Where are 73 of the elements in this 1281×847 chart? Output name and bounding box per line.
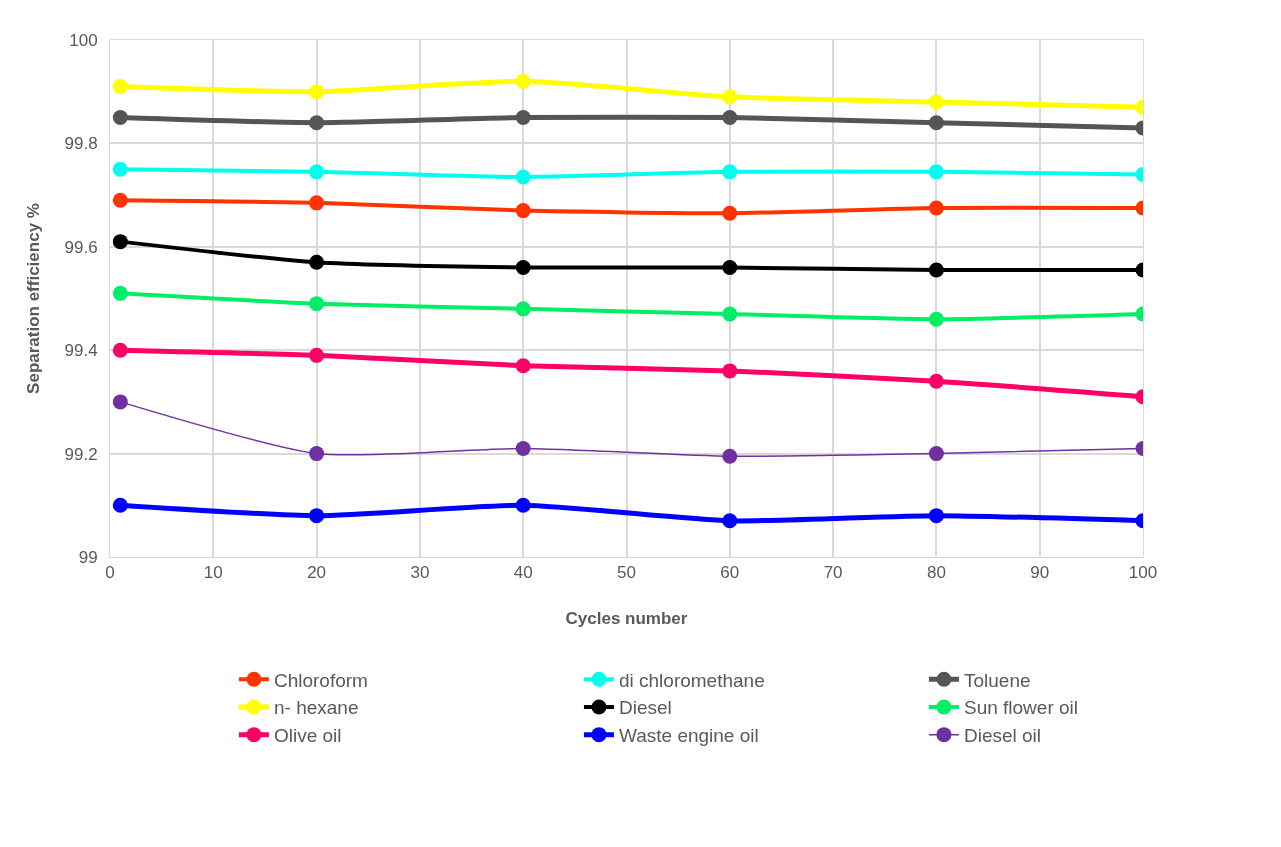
legend-label: Diesel oil: [963, 725, 1042, 747]
x-tick-label: 10: [203, 563, 223, 583]
point: [309, 347, 325, 363]
point: [722, 89, 738, 105]
x-tick-label: 50: [617, 563, 636, 583]
point: [928, 446, 944, 462]
point: [112, 79, 128, 95]
legend-label: Sun flower oil: [963, 697, 1079, 719]
point: [722, 306, 738, 322]
point: [722, 363, 738, 379]
legend-label: n- hexane: [273, 697, 359, 719]
point: [112, 234, 128, 250]
point: [112, 285, 128, 301]
x-tick-label: 0: [105, 563, 115, 583]
x-tick-label: 60: [720, 563, 740, 583]
point: [309, 254, 325, 270]
legend-label: Waste engine oil: [618, 725, 759, 747]
point: [309, 296, 325, 312]
point: [309, 508, 325, 524]
point: [515, 358, 531, 374]
point: [309, 115, 325, 131]
x-axis-title: Cycles number: [565, 608, 688, 628]
point: [722, 164, 738, 180]
point: [515, 169, 531, 185]
x-tick-label: 100: [1128, 563, 1158, 583]
point: [722, 110, 738, 126]
y-tick-label: 100: [69, 30, 98, 50]
point: [928, 94, 944, 110]
point: [515, 110, 531, 126]
legend-label: Chloroform: [273, 669, 368, 691]
x-tick-label: 40: [513, 563, 533, 583]
x-tick-label: 90: [1030, 563, 1050, 583]
x-tick-label: 70: [823, 563, 843, 583]
x-tick-label: 80: [926, 563, 946, 583]
point: [309, 195, 325, 211]
y-axis-title: Separation efficiency %: [24, 203, 44, 394]
point: [112, 497, 128, 513]
point: [515, 440, 531, 456]
point: [309, 446, 325, 462]
y-tick-label: 99.4: [64, 341, 98, 361]
point: [112, 110, 128, 126]
y-tick-label: 99.8: [64, 134, 98, 154]
point: [928, 373, 944, 389]
point: [722, 205, 738, 221]
point: [515, 73, 531, 89]
y-tick-label: 99.2: [64, 444, 98, 464]
x-tick-label: 20: [307, 563, 327, 583]
point: [309, 164, 325, 180]
legend-label: Diesel: [618, 697, 672, 719]
y-tick-label: 99: [78, 547, 98, 567]
point: [515, 203, 531, 219]
point: [722, 513, 738, 529]
point: [112, 342, 128, 358]
y-tick-label: 99.6: [64, 237, 98, 257]
point: [928, 200, 944, 216]
point: [928, 115, 944, 131]
x-tick-label: 30: [410, 563, 430, 583]
point: [928, 164, 944, 180]
point: [928, 262, 944, 278]
point: [928, 508, 944, 524]
legend-label: Olive oil: [273, 725, 342, 747]
point: [722, 259, 738, 275]
point: [515, 301, 531, 317]
point: [309, 84, 325, 100]
point: [722, 448, 738, 464]
point: [928, 311, 944, 327]
legend-label: di chloromethane: [618, 669, 765, 691]
point: [112, 161, 128, 177]
point: [515, 259, 531, 275]
legend-label: Toluene: [963, 669, 1031, 691]
point: [515, 497, 531, 513]
point: [112, 192, 128, 208]
point: [112, 394, 128, 410]
